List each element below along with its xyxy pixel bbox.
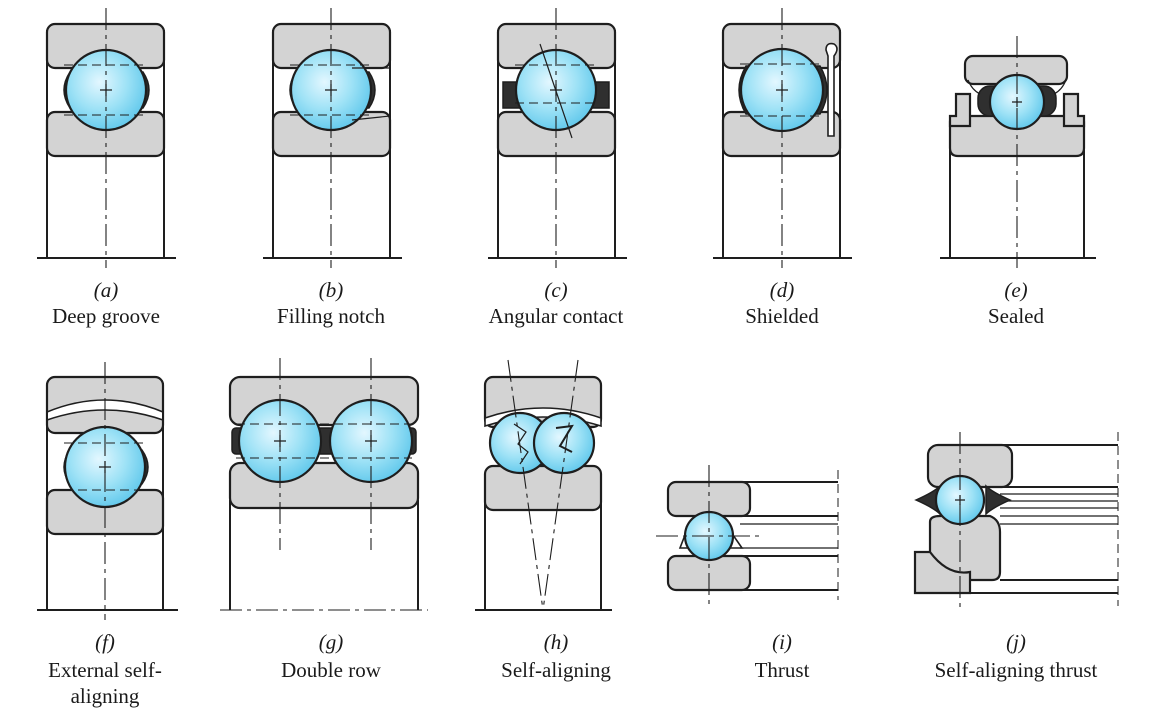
bearing-sealed (940, 36, 1096, 268)
bearing-double-row (220, 358, 428, 611)
caption-shielded: Shielded (745, 304, 819, 328)
label-g: (g) (318, 630, 344, 654)
label-i: (i) (772, 630, 792, 654)
bearing-self-aligning-thrust (913, 432, 1119, 610)
label-j: (j) (1006, 630, 1026, 654)
caption-external-self-aligning: External self-aligning (48, 658, 162, 708)
label-d: (d) (769, 278, 795, 302)
label-f: (f) (95, 630, 115, 654)
bearing-self-aligning (475, 359, 612, 611)
bearing-filling-notch (263, 8, 402, 268)
label-h: (h) (543, 630, 569, 654)
caption-deep-groove: Deep groove (52, 304, 160, 328)
bearing-thrust (656, 465, 839, 605)
bearing-deep-groove (37, 8, 176, 268)
caption-filling-notch: Filling notch (277, 304, 385, 328)
label-e: (e) (1004, 278, 1028, 302)
caption-angular-contact: Angular contact (488, 304, 624, 328)
label-b: (b) (318, 278, 344, 302)
caption-sealed: Sealed (988, 304, 1044, 328)
caption-double-row: Double row (281, 658, 381, 682)
bearing-angular-contact (488, 8, 627, 268)
caption-self-aligning-thrust: Self-aligning thrust (934, 658, 1098, 682)
bearing-shielded (713, 8, 852, 268)
label-a: (a) (93, 278, 119, 302)
label-c: (c) (544, 278, 568, 302)
caption-self-aligning: Self-aligning (501, 658, 611, 682)
bearing-external-self-aligning (37, 362, 178, 620)
caption-thrust: Thrust (754, 658, 810, 682)
